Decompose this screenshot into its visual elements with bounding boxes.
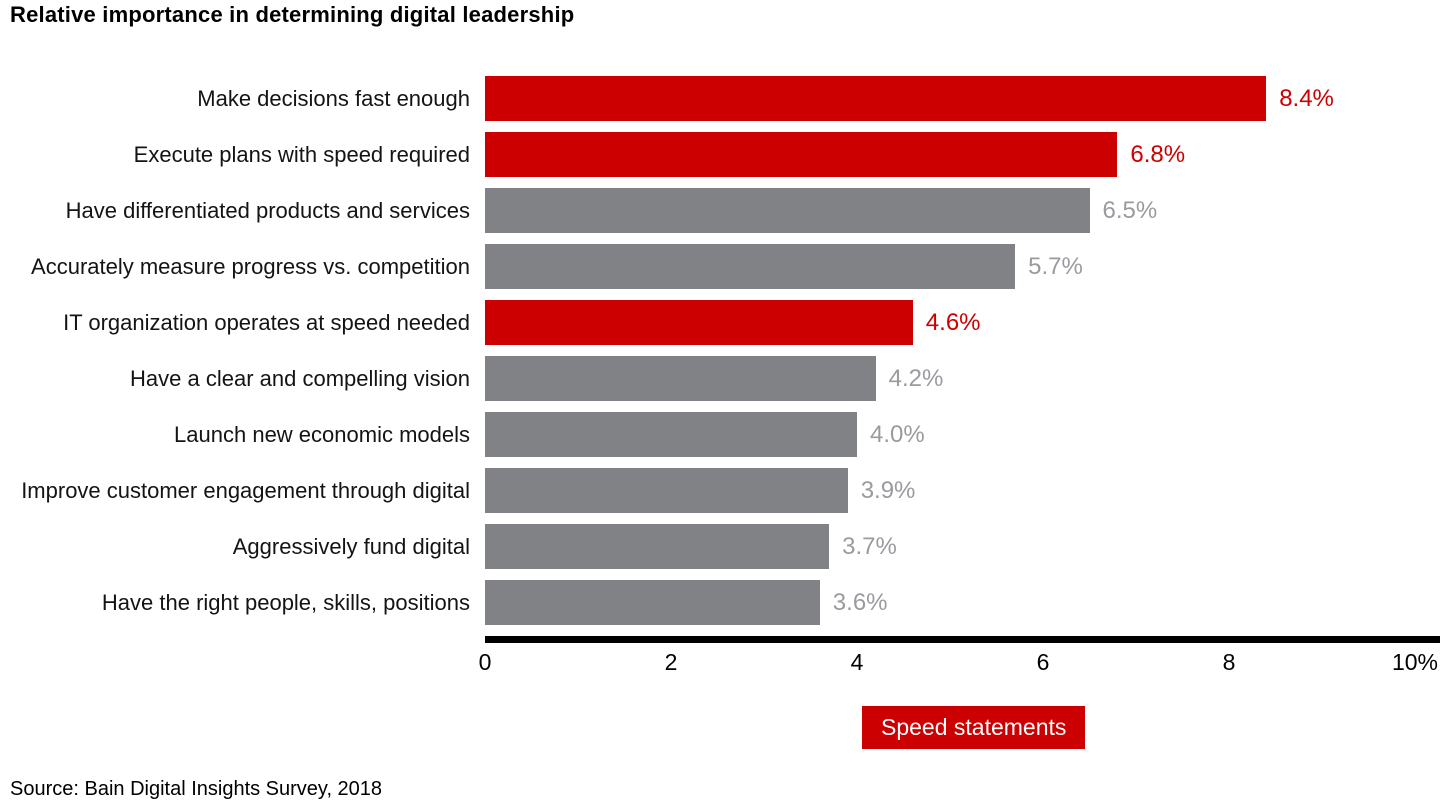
bar-track: 5.7%: [485, 244, 1415, 289]
chart-title: Relative importance in determining digit…: [10, 2, 575, 27]
bar-track: 3.9%: [485, 468, 1415, 513]
bar-track: 4.6%: [485, 300, 1415, 345]
value-label: 6.5%: [1102, 197, 1158, 224]
bar: [485, 132, 1118, 177]
bar-row: Have differentiated products and service…: [0, 188, 1415, 244]
bar: [485, 244, 1016, 289]
x-axis-tick: 6: [1036, 649, 1050, 675]
value-label: 4.0%: [870, 421, 925, 448]
bar-row: IT organization operates at speed needed…: [0, 300, 1415, 356]
bar-track: 4.0%: [485, 412, 1415, 457]
bar-chart: Make decisions fast enough 8.4% Execute pl…: [0, 76, 1415, 636]
bar-row: Improve customer engagement through digi…: [0, 468, 1415, 524]
value-label: 4.6%: [925, 309, 981, 336]
bar: [485, 580, 820, 625]
bar: [485, 356, 876, 401]
bar: [485, 412, 857, 457]
value-label: 8.4%: [1279, 85, 1334, 112]
x-axis-tick: 4: [850, 649, 864, 675]
x-axis-tick: 10%: [1391, 649, 1439, 675]
category-label: Execute plans with speed required: [133, 142, 470, 167]
value-label: 4.2%: [888, 365, 944, 392]
bar-row: Have a clear and compelling vision 4.2%: [0, 356, 1415, 412]
bar-row: Have the right people, skills, positions…: [0, 580, 1415, 636]
bar-row: Make decisions fast enough 8.4%: [0, 76, 1415, 132]
bar-track: 3.6%: [485, 580, 1415, 625]
value-label: 5.7%: [1028, 253, 1083, 280]
x-axis-tick: 8: [1222, 649, 1236, 675]
legend-speed-statements: Speed statements: [862, 706, 1086, 749]
bar: [485, 76, 1267, 121]
bar: [485, 300, 913, 345]
category-label: Have the right people, skills, positions: [101, 590, 470, 615]
category-label: Make decisions fast enough: [197, 86, 470, 111]
category-label: Accurately measure progress vs. competit…: [31, 254, 470, 279]
bar: [485, 468, 848, 513]
value-label: 3.9%: [860, 477, 916, 504]
category-label: Have a clear and compelling vision: [130, 366, 470, 391]
bar-track: 4.2%: [485, 356, 1415, 401]
bar-track: 6.8%: [485, 132, 1415, 177]
value-label: 6.8%: [1130, 141, 1186, 168]
bar-track: 6.5%: [485, 188, 1415, 233]
bar-row: Aggressively fund digital 3.7%: [0, 524, 1415, 580]
bar: [485, 188, 1090, 233]
source-note: Source: Bain Digital Insights Survey, 20…: [10, 778, 383, 800]
category-label: Launch new economic models: [174, 422, 470, 447]
bar-track: 3.7%: [485, 524, 1415, 569]
bar-track: 8.4%: [485, 76, 1415, 121]
x-axis-line: [485, 636, 1440, 643]
x-axis-tick: 2: [664, 649, 678, 675]
bar-row: Launch new economic models 4.0%: [0, 412, 1415, 468]
bar-row: Execute plans with speed required 6.8%: [0, 132, 1415, 188]
category-label: Aggressively fund digital: [232, 534, 470, 559]
category-label: IT organization operates at speed needed: [63, 310, 470, 335]
x-axis-tick: 0: [478, 649, 492, 675]
category-label: Have differentiated products and service…: [65, 198, 470, 223]
value-label: 3.7%: [842, 533, 897, 560]
legend: Speed statements: [862, 706, 1086, 749]
category-label: Improve customer engagement through digi…: [21, 478, 470, 503]
bar: [485, 524, 830, 569]
bar-row: Accurately measure progress vs. competit…: [0, 244, 1415, 300]
x-axis-tick-labels: 0 2 4 6 8 10%: [479, 649, 1438, 679]
value-label: 3.6%: [832, 589, 888, 616]
